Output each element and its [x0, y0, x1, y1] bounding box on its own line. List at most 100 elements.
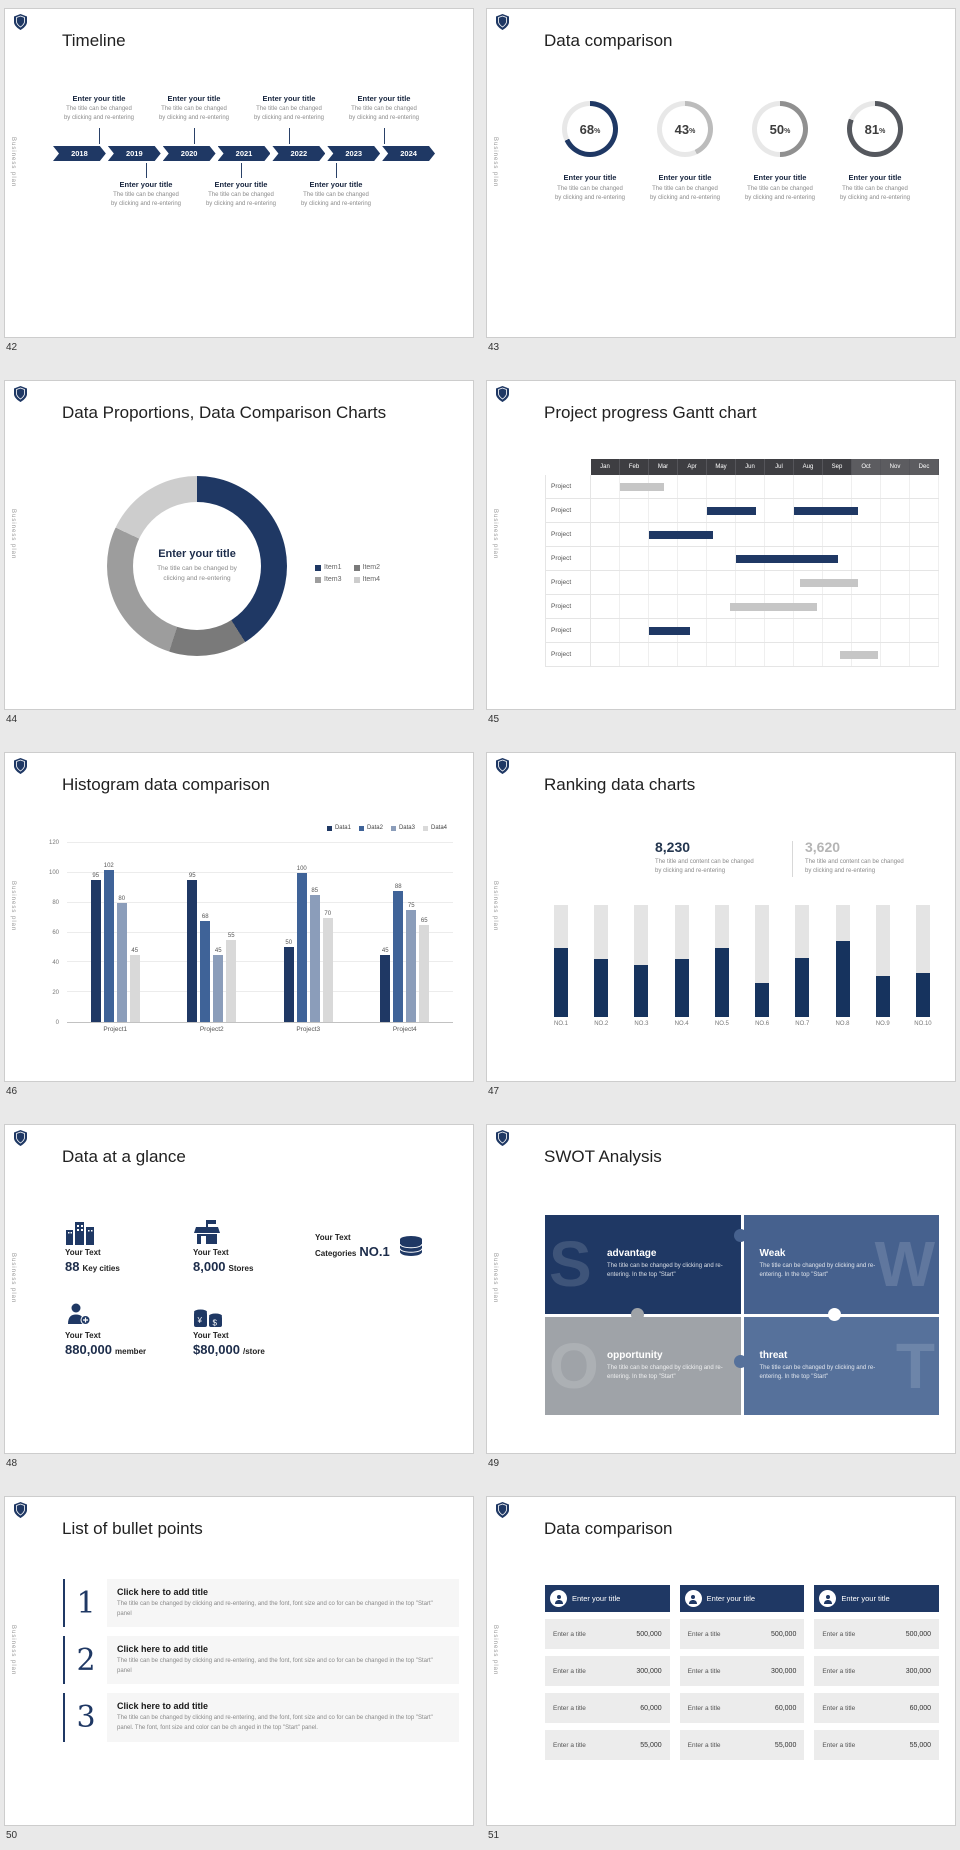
timeline-connector	[336, 163, 337, 178]
y-tick-label: 20	[52, 990, 59, 997]
legend-swatch	[353, 576, 360, 583]
slide-number: 44	[6, 714, 18, 725]
ranking-bars: NO.1 NO.2 NO.3 NO.4 NO.5 NO.6 NO.7 NO.8 NO.9 NO.1…	[545, 905, 939, 1027]
stat-big-value: 8,000	[193, 1259, 226, 1274]
slide-46-thumbnail[interactable]: Business plan Histogram data comparison …	[4, 752, 474, 1082]
presenter-icon	[684, 1590, 702, 1607]
ranking-track	[554, 905, 568, 1017]
crest-logo-icon	[496, 1502, 509, 1518]
stat-unit: Stores	[228, 1264, 254, 1273]
timeline-connector	[146, 163, 147, 178]
sidebar-vertical-label: Business plan	[10, 1253, 16, 1304]
legend-item: Item1	[315, 564, 342, 571]
entry-title: Enter your title	[167, 94, 221, 103]
entry-title: Enter your title	[262, 94, 316, 103]
ranking-track	[755, 905, 770, 1017]
stat-label: Your Text	[65, 1248, 101, 1257]
row-label: Enter a title	[687, 1667, 721, 1675]
timeline-entry: Enter your title The title can be change…	[148, 94, 240, 124]
slide-51-thumbnail[interactable]: Business plan Data comparison Enter your…	[486, 1496, 956, 1826]
ranking-category: NO.5	[714, 1021, 729, 1027]
gantt-bar	[707, 507, 757, 515]
stat-label: Your Text	[193, 1248, 229, 1257]
timeline-entry: Enter your title The title can be change…	[53, 94, 145, 124]
timeline-entry: Enter your title The title can be change…	[100, 180, 192, 210]
swot-letter: T	[895, 1329, 935, 1402]
stat-stores: Your Text 8,000 Stores	[193, 1217, 315, 1274]
row-value: 55,000	[909, 1741, 932, 1749]
column-header-title: Enter your title	[841, 1594, 890, 1603]
bullet-text: The title can be changed by clicking and…	[117, 1715, 433, 1731]
entry-caption: The title can be changed	[842, 186, 908, 192]
ranking-track	[634, 905, 649, 1017]
bullet-accent-line	[63, 1693, 65, 1742]
slide-47-thumbnail[interactable]: Business plan Ranking data charts 8,230 …	[486, 752, 956, 1082]
gantt-bar	[794, 507, 858, 515]
slide-44-thumbnail[interactable]: Business plan Data Proportions, Data Com…	[4, 380, 474, 710]
gantt-bar	[840, 651, 879, 659]
row-label: Enter a title	[822, 1741, 856, 1749]
bar-value-label: 75	[407, 903, 415, 910]
bar-value-label: 65	[420, 918, 428, 925]
slide-48-thumbnail[interactable]: Business plan Data at a glance Your Text…	[4, 1124, 474, 1454]
crest-logo-icon	[496, 758, 509, 774]
gantt-body: Project Project Project Project Project Proje…	[545, 475, 939, 667]
data-row: Enter a title 55,000	[545, 1730, 670, 1760]
swot-body: The title can be changed by clicking and…	[759, 1364, 876, 1380]
slide-number: 45	[488, 714, 500, 725]
legend-swatch	[390, 825, 396, 831]
column-header: Enter your title	[679, 1585, 805, 1612]
entry-caption: by clicking and re-entering	[205, 201, 277, 208]
entry-caption: The title can be changed	[303, 192, 369, 198]
legend-item: Item4	[353, 576, 381, 583]
histogram-plot: 95 102 80 45 95 68 45 55 50 100 85 70 45 88 75 65	[67, 842, 453, 1023]
slide-title: Ranking data charts	[544, 775, 696, 794]
timeline-entry: Enter your title The title can be change…	[195, 180, 287, 210]
crest-logo-icon	[14, 14, 27, 30]
donut-center-title: Enter your title	[158, 547, 236, 560]
legend-swatch	[315, 564, 321, 571]
gantt-month: Sep	[823, 459, 852, 475]
timeline-connector	[194, 128, 195, 144]
slide-43-thumbnail[interactable]: Business plan Data comparison 68% Enter …	[486, 8, 956, 338]
timeline-connector	[241, 163, 242, 178]
ranking-category: NO.1	[553, 1021, 568, 1027]
data-row: Enter a title 60,000	[814, 1693, 940, 1723]
slide-45-thumbnail[interactable]: Business plan Project progress Gantt cha…	[486, 380, 956, 710]
slide-number: 47	[488, 1086, 500, 1097]
bar-value-label: 68	[201, 913, 209, 920]
bar-value-label: 85	[311, 888, 319, 895]
swot-body: The title can be changed by clicking and…	[607, 1364, 723, 1380]
data-row: Enter a title 55,000	[814, 1730, 940, 1760]
histogram-category: Project4	[392, 1026, 417, 1033]
ranking-category: NO.10	[914, 1021, 932, 1027]
legend-label: Item1	[324, 564, 342, 571]
gantt-bar	[649, 531, 713, 539]
legend-item: Data2	[358, 825, 383, 831]
entry-caption: by clicking and re-entering	[253, 115, 325, 122]
y-tick-label: 60	[52, 930, 59, 936]
stat-caption: by clicking and re-entering	[805, 868, 876, 875]
stat-label: Your Text	[315, 1232, 351, 1242]
bullet-body: Click here to add title The title can be…	[107, 1579, 459, 1628]
ranking-category: NO.6	[755, 1021, 770, 1027]
ranking-track	[674, 905, 689, 1017]
bar-value-label: 80	[118, 895, 126, 902]
bullet-text: The title can be changed by clicking and…	[117, 1601, 433, 1617]
slide-50-thumbnail[interactable]: Business plan List of bullet points 1 Cl…	[4, 1496, 474, 1826]
timeline-entry: Enter your title The title can be change…	[243, 94, 335, 124]
histogram-bar	[129, 954, 140, 1022]
gantt-row-label: Project	[545, 643, 591, 666]
stat-caption: by clicking and re-entering	[655, 868, 726, 875]
gantt-bar	[620, 483, 664, 491]
slide-number: 48	[6, 1458, 18, 1469]
slide-49-thumbnail[interactable]: Business plan SWOT Analysis S advantage …	[486, 1124, 956, 1454]
bullet-heading: Click here to add title	[117, 1644, 209, 1655]
entry-caption: by clicking and re-entering	[554, 195, 626, 202]
column-header: Enter your title	[814, 1585, 940, 1612]
gantt-bar	[736, 555, 838, 563]
ranking-category: NO.7	[795, 1021, 810, 1027]
legend-label: Item4	[362, 576, 381, 583]
slide-42-thumbnail[interactable]: Business plan Timeline Enter your title …	[4, 8, 474, 338]
